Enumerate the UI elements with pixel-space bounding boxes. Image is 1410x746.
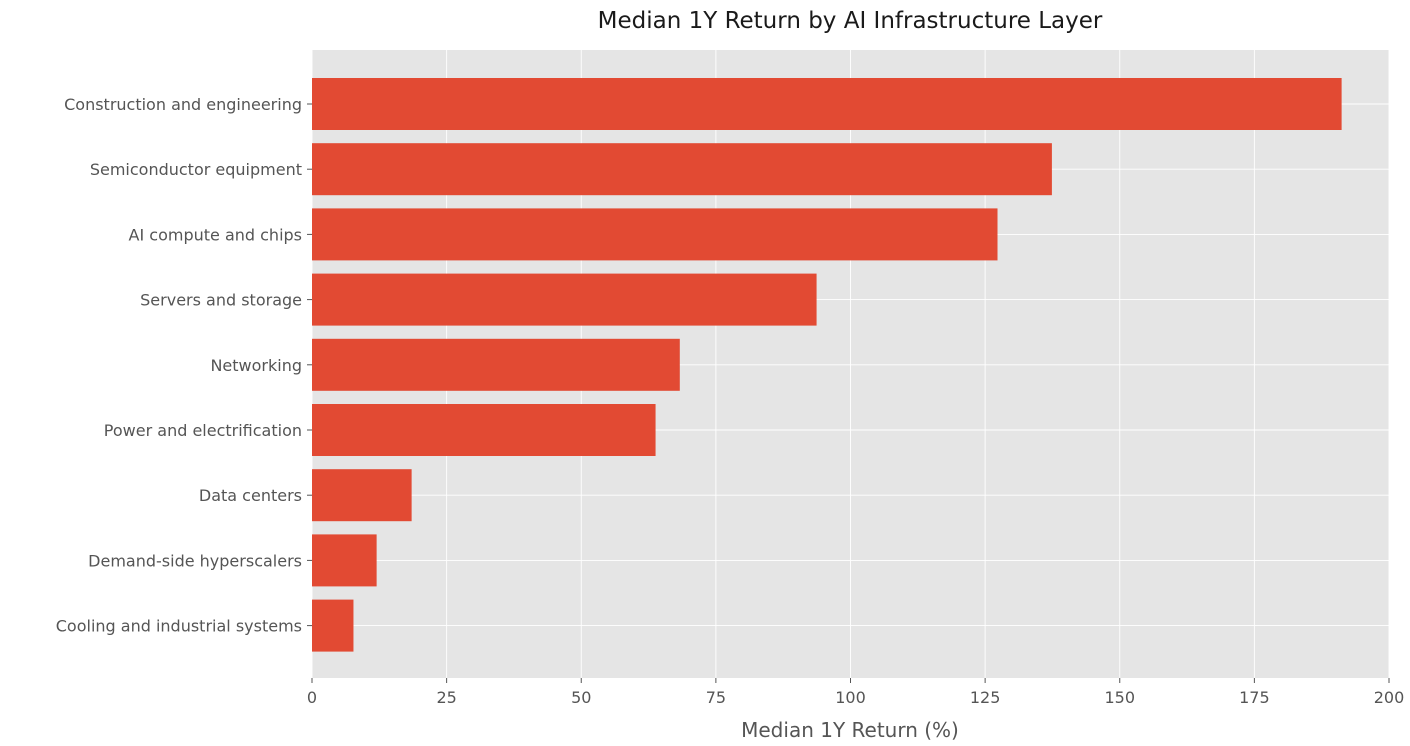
y-tick-label: Power and electrification — [104, 421, 302, 440]
bar — [312, 273, 817, 326]
bar — [312, 599, 354, 652]
x-axis-label: Median 1Y Return (%) — [741, 718, 959, 742]
y-ticks: Construction and engineering Semiconducto… — [56, 95, 312, 636]
bar — [312, 469, 412, 522]
chart-title: Median 1Y Return by AI Infrastructure La… — [598, 8, 1103, 34]
bar — [312, 404, 656, 456]
y-tick-label: Semiconductor equipment — [90, 160, 302, 179]
x-tick-label: 175 — [1239, 688, 1270, 707]
y-tick-label: Construction and engineering — [64, 95, 302, 114]
y-tick-label: Networking — [210, 356, 302, 375]
x-tick-label: 125 — [970, 688, 1001, 707]
bar — [312, 534, 377, 587]
x-ticks: 0 25 50 75 100 125 150 175 200 — [307, 678, 1404, 707]
x-tick-label: 75 — [706, 688, 726, 707]
y-tick-label: Data centers — [199, 486, 302, 505]
x-tick-label: 150 — [1104, 688, 1135, 707]
y-tick-label: AI compute and chips — [129, 225, 302, 244]
y-tick-label: Cooling and industrial systems — [56, 617, 302, 636]
bar — [312, 143, 1052, 196]
y-tick-label: Servers and storage — [140, 291, 302, 310]
y-tick-label: Demand-side hyperscalers — [88, 551, 302, 570]
x-tick-label: 200 — [1374, 688, 1405, 707]
x-tick-label: 0 — [307, 688, 317, 707]
x-tick-label: 50 — [571, 688, 591, 707]
x-tick-label: 100 — [835, 688, 866, 707]
x-tick-label: 25 — [436, 688, 456, 707]
bar — [312, 338, 680, 391]
bar — [312, 78, 1342, 130]
bars — [312, 78, 1342, 652]
bar — [312, 208, 998, 261]
